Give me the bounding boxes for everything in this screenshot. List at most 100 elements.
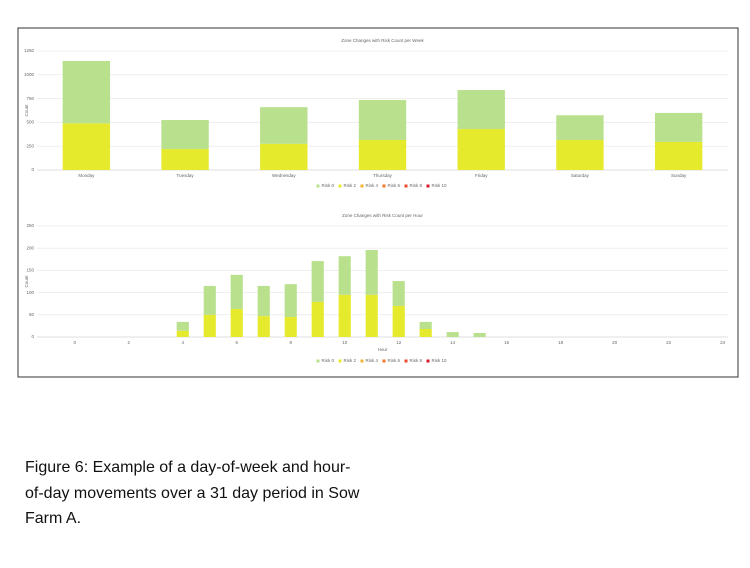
y-tick-label: 200 (26, 245, 34, 250)
bar-segment (257, 316, 270, 337)
legend-label: Risk 10 (432, 358, 448, 363)
legend-label: Risk 0 (322, 358, 335, 363)
bar-segment (311, 261, 324, 302)
bar-segment (473, 333, 486, 337)
y-tick-label: 250 (26, 143, 34, 148)
bar-segment (176, 330, 189, 337)
x-tick-label: 8 (289, 340, 292, 345)
legend-swatch (338, 184, 342, 188)
bar-segment (257, 285, 270, 317)
x-axis-label: Hour (378, 347, 388, 352)
y-tick-label: 250 (26, 223, 34, 228)
x-tick-label: 0 (74, 340, 77, 345)
y-tick-label: 1000 (24, 72, 35, 77)
bar-segment (284, 284, 297, 318)
bar-segment (358, 100, 407, 141)
bar-segment (260, 107, 308, 144)
legend-swatch (316, 184, 320, 188)
bar-segment (556, 140, 604, 170)
bar-segment (419, 321, 432, 330)
y-tick-label: 150 (26, 268, 34, 273)
x-tick-label: Thursday (373, 173, 393, 178)
x-tick-label: Saturday (571, 173, 590, 178)
bar-segment (338, 256, 351, 295)
y-axis-label: Count (24, 104, 29, 117)
legend-label: Risk 10 (432, 183, 448, 188)
y-tick-label: 750 (26, 96, 34, 101)
legend-label: Risk 6 (388, 358, 401, 363)
chart-title: Zone Changes with Risk Count per Week (341, 38, 424, 43)
bar-segment (62, 60, 111, 124)
bar-segment (338, 294, 351, 337)
legend-label: Risk 4 (366, 183, 379, 188)
bar-segment (446, 332, 459, 337)
x-tick-label: Friday (475, 173, 488, 178)
x-tick-label: 12 (396, 340, 402, 345)
x-tick-label: Sunday (671, 173, 687, 178)
legend-label: Risk 8 (410, 183, 423, 188)
bar-segment (365, 249, 378, 295)
x-tick-label: 18 (558, 340, 564, 345)
caption-line: Figure 6: Example of a day-of-week and h… (25, 459, 351, 476)
x-tick-label: 10 (342, 340, 348, 345)
legend-label: Risk 4 (366, 358, 379, 363)
bar-segment (358, 140, 407, 170)
x-tick-label: 4 (182, 340, 185, 345)
bar-segment (230, 309, 243, 337)
legend-label: Risk 2 (344, 183, 357, 188)
bar-segment (556, 115, 604, 141)
x-tick-label: 20 (612, 340, 618, 345)
bar-segment (260, 143, 308, 170)
bar-segment (457, 129, 505, 170)
y-tick-label: 0 (31, 167, 34, 172)
x-tick-label: 2 (128, 340, 131, 345)
legend-swatch (426, 359, 430, 363)
x-tick-label: 24 (720, 340, 726, 345)
y-tick-label: 50 (29, 312, 35, 317)
bar-segment (161, 149, 209, 170)
bar-segment (419, 329, 432, 337)
x-tick-label: 22 (666, 340, 672, 345)
bar-segment (365, 294, 378, 337)
legend-label: Risk 8 (410, 358, 423, 363)
bar-segment (654, 112, 703, 142)
caption-line: of-day movements over a 31 day period in… (25, 485, 360, 502)
legend-swatch (426, 184, 430, 188)
legend-label: Risk 6 (388, 183, 401, 188)
legend-label: Risk 2 (344, 358, 357, 363)
bar-segment (284, 317, 297, 337)
legend-swatch (316, 359, 320, 363)
y-tick-label: 100 (26, 290, 34, 295)
x-tick-label: Tuesday (177, 173, 195, 178)
bar-segment (176, 321, 189, 331)
legend-swatch (382, 359, 386, 363)
legend-swatch (338, 359, 342, 363)
legend-swatch (404, 184, 408, 188)
bar-segment (203, 314, 216, 337)
legend-swatch (404, 359, 408, 363)
y-tick-label: 0 (31, 334, 34, 339)
bar-segment (62, 123, 111, 170)
caption-line: Farm A. (25, 510, 81, 527)
bar-segment (203, 285, 216, 315)
y-tick-label: 1250 (24, 48, 35, 53)
legend-swatch (360, 184, 364, 188)
y-tick-label: 500 (26, 120, 34, 125)
x-tick-label: Monday (78, 173, 95, 178)
bar-segment (392, 281, 405, 306)
x-tick-label: 6 (235, 340, 238, 345)
bar-segment (161, 120, 209, 150)
x-tick-label: Wednesday (272, 173, 296, 178)
chart-title: Zone Changes with Risk Count per Hour (342, 213, 423, 218)
legend-swatch (360, 359, 364, 363)
x-tick-label: 14 (450, 340, 456, 345)
y-axis-label: Count (24, 275, 29, 288)
x-tick-label: 16 (504, 340, 510, 345)
figure-frame (17, 27, 739, 378)
bar-segment (230, 274, 243, 310)
bar-segment (392, 305, 405, 337)
bar-segment (457, 90, 505, 130)
legend-swatch (382, 184, 386, 188)
bar-segment (311, 301, 324, 337)
